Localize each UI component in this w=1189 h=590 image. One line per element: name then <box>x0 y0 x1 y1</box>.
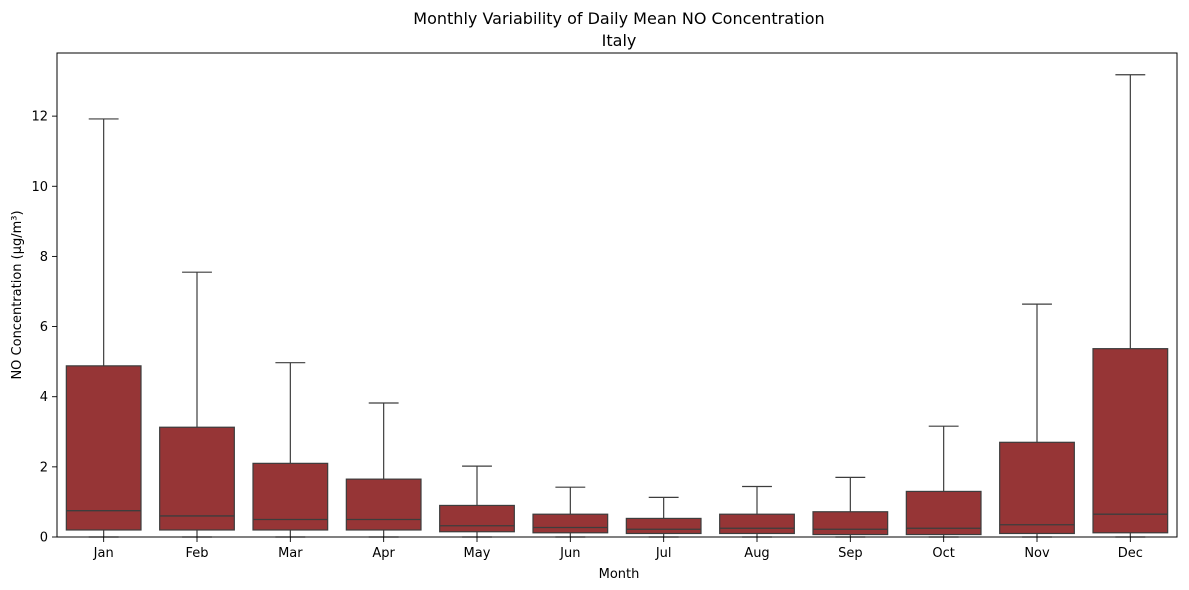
plot-area: 0 2 4 6 8 10 12 Jan Feb Mar Apr May Jun Jul Aug Sep Oct N… <box>31 52 1178 561</box>
y-tick-label: 2 <box>40 460 48 475</box>
x-axis-label: Month <box>599 567 640 582</box>
box-apr <box>345 478 422 531</box>
box-dec <box>1092 348 1169 534</box>
x-tick-label: Feb <box>185 546 208 561</box>
box-jun <box>532 513 609 534</box>
box-jan <box>65 365 142 531</box>
x-tick-label: Dec <box>1118 546 1143 561</box>
x-tick-label: Jun <box>559 546 580 561</box>
x-tick-label: Oct <box>932 546 954 561</box>
y-tick-label: 0 <box>40 531 48 546</box>
x-tick-label: Jan <box>93 546 114 561</box>
x-tick-label: Jul <box>655 546 672 561</box>
box-feb <box>159 426 235 531</box>
axes-frame <box>56 52 1178 538</box>
box-jul <box>625 517 702 535</box>
y-axis-label: NO Concentration (µg/m³) <box>10 210 25 379</box>
y-tick-label: 8 <box>40 250 48 265</box>
y-tick-label: 10 <box>31 180 48 195</box>
chart-subtitle: Italy <box>602 31 637 50</box>
x-tick-label: May <box>464 546 491 561</box>
chart-title: Monthly Variability of Daily Mean NO Con… <box>413 9 824 28</box>
x-tick-label: Aug <box>744 546 769 561</box>
box-aug <box>719 513 795 535</box>
x-tick-label: Sep <box>838 546 863 561</box>
box-sep <box>812 511 889 536</box>
box-nov <box>999 441 1075 535</box>
x-tick-label: Nov <box>1024 546 1050 561</box>
x-tick-label: Mar <box>278 546 303 561</box>
box-may <box>439 504 515 533</box>
box-oct <box>905 490 982 536</box>
x-tick-label: Apr <box>372 546 395 561</box>
y-tick-label: 4 <box>40 390 48 405</box>
y-tick-label: 12 <box>31 110 48 125</box>
y-tick-label: 6 <box>40 320 48 335</box>
